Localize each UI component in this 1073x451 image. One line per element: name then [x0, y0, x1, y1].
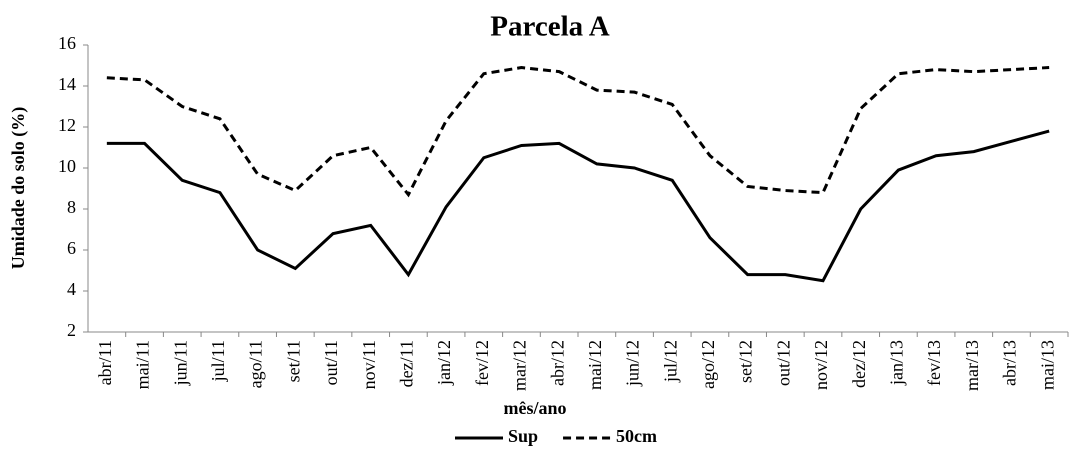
x-tick-label: ago/12 — [698, 340, 718, 389]
x-tick-label: jul/12 — [660, 340, 680, 383]
x-tick-label: abr/11 — [95, 340, 115, 385]
x-tick-label: out/12 — [773, 340, 793, 386]
y-tick-label: 4 — [67, 279, 76, 299]
x-tick-label: jan/12 — [434, 340, 454, 386]
y-tick-label: 16 — [58, 33, 76, 53]
x-tick-label: jul/11 — [208, 340, 228, 382]
x-tick-label: jun/11 — [170, 340, 190, 386]
x-tick-label: fev/12 — [472, 340, 492, 386]
y-axis-title: Umidade do solo (%) — [8, 107, 29, 270]
y-tick-label: 8 — [67, 197, 76, 217]
x-tick-label: mar/13 — [962, 340, 982, 391]
series-line — [106, 129, 1050, 283]
x-tick-label: set/11 — [283, 340, 303, 382]
legend-label: Sup — [508, 426, 538, 446]
x-tick-label: mai/13 — [1037, 340, 1057, 390]
x-tick-label: nov/11 — [359, 340, 379, 389]
x-tick-label: dez/11 — [397, 340, 417, 387]
y-tick-label: 14 — [58, 74, 76, 94]
y-tick-label: 12 — [58, 115, 76, 135]
series-line — [106, 66, 1050, 198]
y-tick-label: 10 — [58, 156, 76, 176]
y-tick-label: 2 — [67, 320, 76, 340]
x-tick-label: ago/11 — [246, 340, 266, 388]
x-tick-label: fev/13 — [924, 340, 944, 386]
x-tick-label: abr/13 — [1000, 340, 1020, 386]
x-tick-label: nov/12 — [811, 340, 831, 390]
x-tick-label: dez/12 — [849, 340, 869, 388]
x-tick-label: out/11 — [321, 340, 341, 385]
x-tick-label: mai/12 — [585, 340, 605, 390]
x-axis-title: mês/ano — [504, 398, 567, 418]
x-tick-label: mar/12 — [510, 340, 530, 391]
x-tick-label: jan/13 — [887, 340, 907, 386]
x-tick-label: set/12 — [736, 340, 756, 383]
y-tick-label: 6 — [67, 238, 76, 258]
legend-label: 50cm — [616, 426, 657, 446]
x-tick-label: jun/12 — [623, 340, 643, 387]
x-tick-label: abr/12 — [547, 340, 567, 386]
chart-title: Parcela A — [490, 11, 610, 43]
x-tick-label: mai/11 — [133, 340, 153, 389]
